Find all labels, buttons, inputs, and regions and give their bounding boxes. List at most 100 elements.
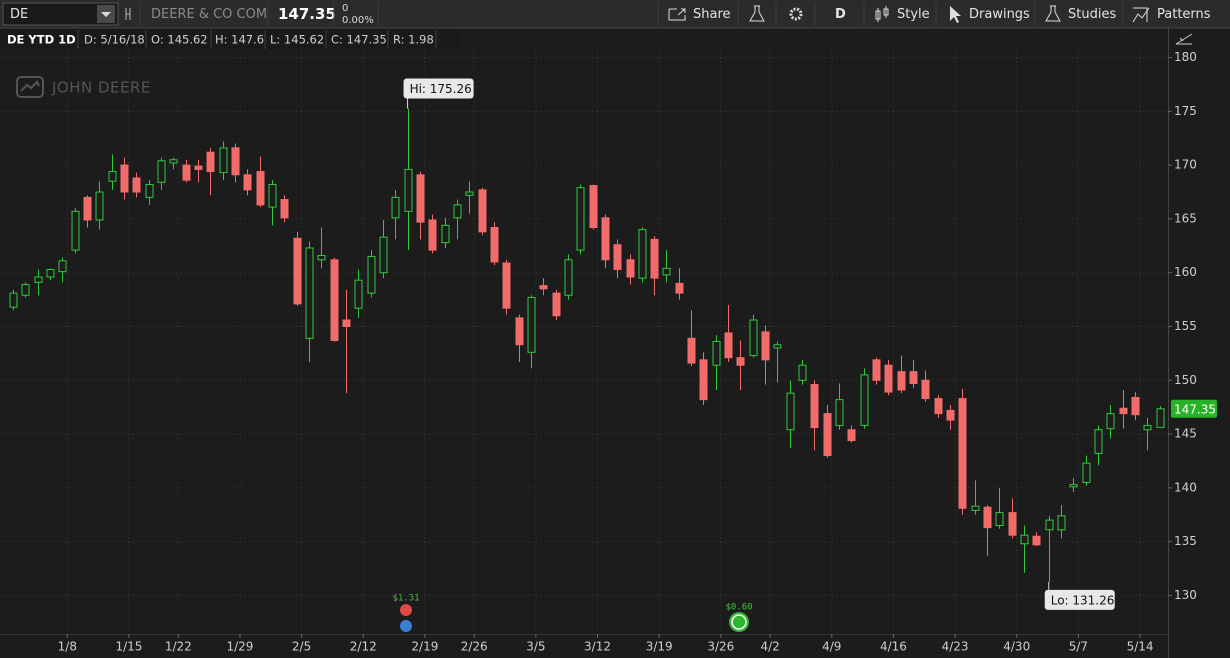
- candle-body: [934, 398, 943, 415]
- candle-body: [724, 332, 733, 359]
- candle-body: [268, 183, 277, 208]
- candle-body: [1032, 535, 1041, 546]
- candle-body: [699, 359, 708, 401]
- info-open: O: 145.62: [151, 33, 208, 47]
- candle-body: [847, 429, 856, 442]
- candle-body: [354, 279, 363, 309]
- logo: [16, 76, 44, 98]
- candle-body: [1020, 534, 1029, 545]
- candle-body: [613, 244, 622, 270]
- candle-body: [490, 227, 499, 263]
- candle-body: [810, 384, 819, 429]
- candle-body: [601, 217, 610, 261]
- candle-body: [317, 254, 326, 261]
- link-icon[interactable]: [125, 8, 131, 20]
- candle-body: [983, 506, 992, 529]
- high-label: Hi: 175.26: [410, 82, 472, 96]
- x-tick-label: 2/5: [292, 640, 311, 654]
- candle-body: [169, 159, 178, 164]
- style-button[interactable]: Style: [897, 7, 930, 22]
- candle-body: [1094, 429, 1103, 454]
- x-tick-label: 4/16: [880, 640, 907, 654]
- x-tick-label: 1/15: [115, 640, 142, 654]
- candle-body: [1131, 396, 1140, 416]
- candle-body: [391, 196, 400, 219]
- candle-body: [1069, 484, 1078, 488]
- candle-body: [58, 260, 67, 273]
- scale-icon[interactable]: [1175, 33, 1193, 45]
- candle-body: [120, 164, 129, 193]
- candle-body: [108, 171, 117, 182]
- candle-body: [379, 236, 388, 274]
- y-tick-label: 135: [1174, 534, 1197, 548]
- last-price: 147.35: [278, 5, 336, 23]
- candle-body: [798, 364, 807, 381]
- high-label-box: [403, 78, 474, 99]
- candle-body: [145, 183, 154, 198]
- info-range: R: 1.98: [393, 33, 434, 47]
- candle-body: [552, 292, 561, 317]
- candle-body: [441, 224, 450, 244]
- candle-body: [515, 317, 524, 346]
- dividend-icon-ring: [731, 614, 747, 630]
- y-tick-label: 160: [1174, 265, 1197, 279]
- settings-icon[interactable]: [789, 7, 803, 21]
- candle-body: [95, 191, 104, 221]
- info-bar: [0, 29, 460, 50]
- patterns-button[interactable]: Patterns: [1157, 7, 1211, 22]
- candle-body: [46, 268, 55, 278]
- x-tick-label: 5/7: [1069, 640, 1088, 654]
- candle-body: [527, 296, 536, 353]
- candle-body: [1156, 408, 1165, 428]
- candle-body: [786, 392, 795, 431]
- drawings-button[interactable]: Drawings: [969, 7, 1030, 22]
- candle-body: [1008, 512, 1017, 536]
- candle-body: [330, 259, 339, 341]
- candle-body: [206, 151, 215, 173]
- y-tick-label: 170: [1174, 158, 1197, 172]
- toolbar: [0, 0, 1230, 28]
- info-close: C: 147.35: [331, 33, 387, 47]
- x-tick-label: 1/29: [226, 640, 253, 654]
- candle-body: [749, 319, 758, 357]
- candle-body: [428, 219, 437, 251]
- candle-body: [83, 196, 92, 221]
- studies-button[interactable]: Studies: [1068, 7, 1116, 22]
- x-tick-label: 2/26: [461, 640, 488, 654]
- aggregation-button[interactable]: D: [835, 7, 846, 22]
- candle-body: [478, 189, 487, 233]
- y-tick-label: 140: [1174, 480, 1197, 494]
- x-tick-label: 3/26: [707, 640, 734, 654]
- candle-body: [367, 256, 376, 294]
- y-tick-label: 165: [1174, 211, 1197, 225]
- candle-body: [194, 165, 203, 170]
- candle-body: [465, 191, 474, 196]
- candle-body: [835, 399, 844, 426]
- candle-body: [293, 237, 302, 305]
- candle-body: [946, 409, 955, 421]
- x-tick-label: 3/5: [526, 640, 545, 654]
- candle-body: [712, 341, 721, 366]
- candle-body: [909, 371, 918, 384]
- last-price-tag-label: 147.35: [1174, 402, 1216, 416]
- candle-body: [897, 371, 906, 391]
- grid: [0, 50, 1168, 634]
- candle-body: [416, 174, 425, 223]
- earnings-icon[interactable]: [400, 604, 412, 616]
- share-icon: [668, 8, 686, 21]
- candle-body: [219, 147, 228, 174]
- candle-body: [539, 285, 548, 290]
- info-icon[interactable]: [400, 620, 412, 632]
- flask-icon[interactable]: [749, 5, 765, 22]
- symbol-input[interactable]: [2, 2, 119, 26]
- candle-body: [761, 331, 770, 361]
- x-tick-label: 5/14: [1127, 640, 1154, 654]
- share-button[interactable]: Share: [693, 7, 731, 22]
- style-icon: [875, 6, 889, 22]
- candle-body: [157, 160, 166, 183]
- company-name: DEERE & CO COM: [151, 7, 267, 22]
- candle-body: [404, 168, 413, 212]
- net-change: 0: [342, 3, 348, 14]
